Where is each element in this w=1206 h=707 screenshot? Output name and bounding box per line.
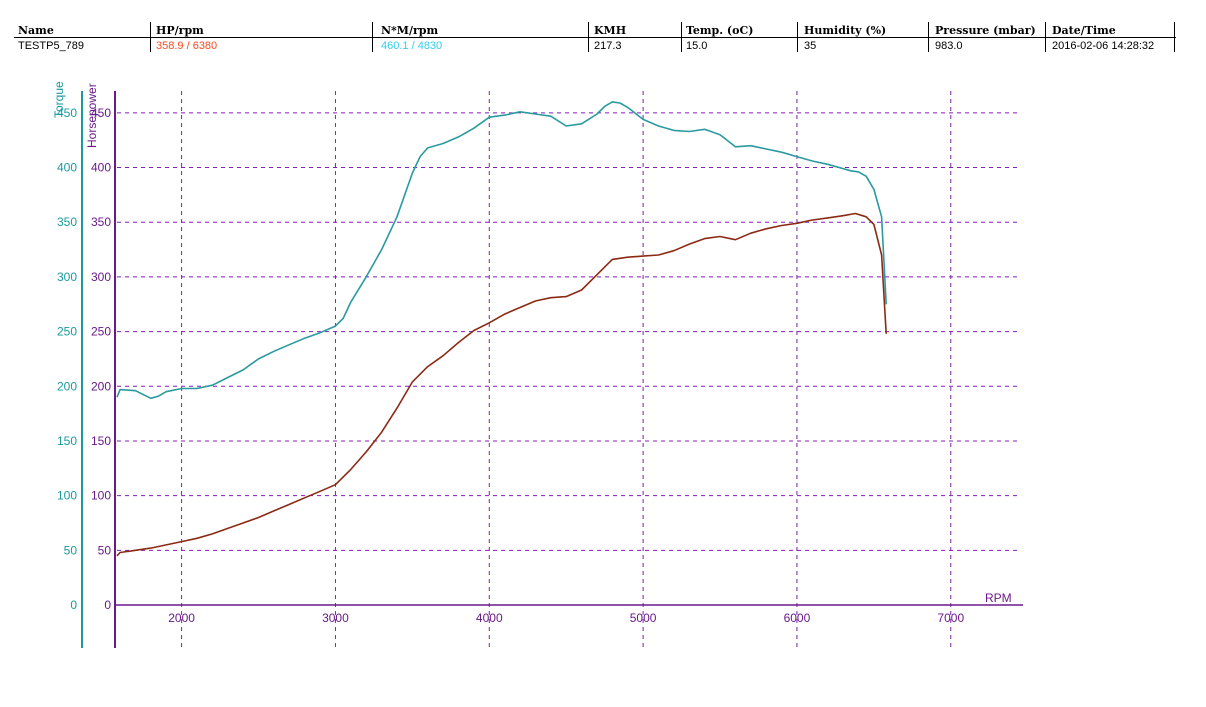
header-divider [14, 37, 1176, 38]
torque-axis-label: Torque [52, 81, 66, 118]
horsepower-axis-label: Horsepower [85, 83, 99, 148]
header-separator [797, 22, 798, 52]
header-col-name: Date/Time [1052, 24, 1116, 37]
hp-line [116, 212, 887, 557]
hp-tick-label: 50 [98, 543, 112, 557]
hp-tick-label: 400 [91, 161, 111, 175]
grid-lines [117, 91, 1020, 648]
x-tick-label: 6000 [784, 611, 811, 625]
torque-line [116, 101, 887, 400]
header-separator [372, 22, 373, 52]
header-col-name: Humidity (%) [804, 24, 887, 37]
header-separator [150, 22, 151, 52]
hp-tick-label: 100 [91, 489, 111, 503]
header-col-value: 217.3 [594, 40, 622, 52]
header-col-name: KMH [594, 24, 627, 37]
hp-tick-label: 200 [91, 379, 111, 393]
hp-tick-label: 150 [91, 434, 111, 448]
hp-tick-label: 250 [91, 325, 111, 339]
torque-tick-label: 50 [64, 543, 78, 557]
series-lines [116, 101, 887, 557]
x-tick-label: 4000 [476, 611, 503, 625]
torque-tick-label: 0 [70, 598, 77, 612]
header-separator [1174, 22, 1175, 52]
hp-tick-label: 450 [91, 106, 111, 120]
header-col-value: 983.0 [935, 40, 963, 52]
hp-tick-label: 300 [91, 270, 111, 284]
header-col-name: Name [18, 24, 54, 37]
header-col-name: Temp. (oC) [686, 24, 754, 37]
header-col-value: 2016-02-06 14:28:32 [1052, 40, 1155, 52]
header-table: Name TESTP5_789 HP/rpm 358.9 / 6380 N*M/rpm 4… [0, 0, 1206, 60]
header-col-name: Pressure (mbar) [935, 24, 1036, 37]
header-separator [588, 22, 589, 52]
header-col-value: TESTP5_789 [18, 40, 85, 52]
torque-tick-label: 100 [57, 489, 77, 503]
header-col-value: 358.9 / 6380 [156, 40, 218, 52]
header-separator [681, 22, 682, 52]
header-col-name: HP/rpm [156, 24, 204, 37]
x-tick-label: 5000 [630, 611, 657, 625]
torque-tick-label: 350 [57, 215, 77, 229]
axes: 2000 3000 4000 5000 6000 7000 0 0 50 50 100 100 150 1… [57, 91, 1023, 648]
x-tick-label: 3000 [322, 611, 349, 625]
torque-tick-label: 250 [57, 325, 77, 339]
header-col-value: 460.1 / 4830 [381, 40, 443, 52]
header-separator [928, 22, 929, 52]
header-col-name: N*M/rpm [381, 24, 439, 37]
torque-tick-label: 450 [57, 106, 77, 120]
header-col-value: 35 [804, 40, 817, 52]
header-col-value: 15.0 [686, 40, 708, 52]
torque-tick-label: 400 [57, 161, 77, 175]
header-separator [1045, 22, 1046, 52]
torque-tick-label: 300 [57, 270, 77, 284]
hp-tick-label: 350 [91, 215, 111, 229]
torque-tick-label: 150 [57, 434, 77, 448]
x-axis-label: RPM [985, 591, 1012, 605]
torque-tick-label: 200 [57, 379, 77, 393]
x-tick-label: 7000 [937, 611, 964, 625]
x-tick-label: 2000 [168, 611, 195, 625]
hp-tick-label: 0 [104, 598, 111, 612]
